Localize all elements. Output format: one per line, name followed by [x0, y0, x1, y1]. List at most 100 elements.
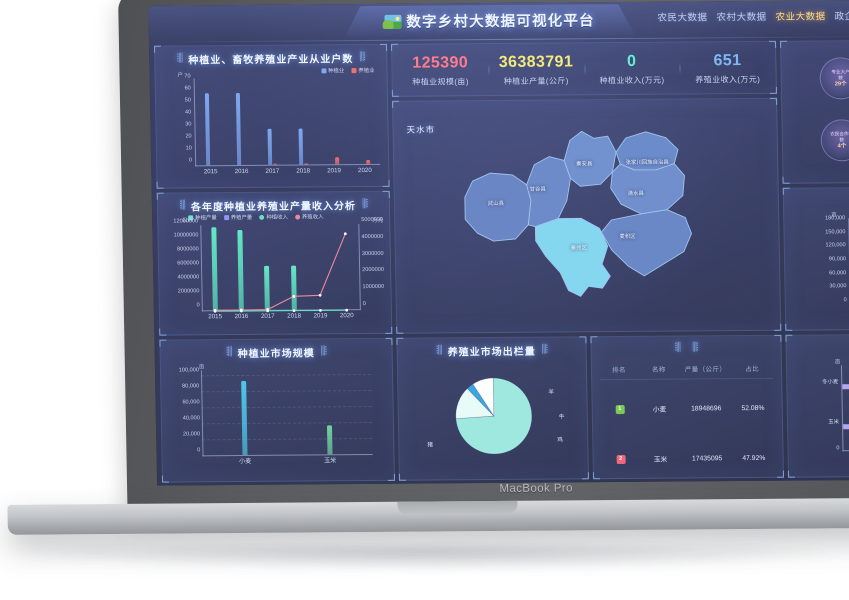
y-axis-tick: 12000000 [173, 218, 199, 225]
pie-slice-羊[interactable] [455, 388, 495, 420]
panel-livestock-pie: ⦙⫼ 养殖业市场出栏量 ⫼⦙ 猪 羊牛鸡 [396, 336, 590, 481]
kpi-breeding-income-label: 养殖业收入(万元) [695, 74, 761, 84]
map-label-qinan: 秦安县 [576, 161, 593, 168]
y-axis-line [200, 370, 204, 457]
y-axis-tick: 10 [185, 145, 192, 152]
hbar-冬小麦[interactable] [842, 384, 849, 390]
bar-养殖业-2020[interactable] [365, 160, 370, 165]
kpi-planting-scale-label: 种植业规模(亩) [412, 76, 469, 87]
bar-玉米[interactable] [326, 425, 333, 455]
x-axis-label: 2020 [357, 167, 372, 175]
pie-label-猪: 猪 [427, 442, 434, 449]
y2-axis-tick: 4000000 [361, 233, 384, 240]
title-deco-right-icon: ⫼⦙ [692, 341, 698, 354]
map-region-qinzhou [534, 217, 611, 297]
legend-item-planting-income: 种植收入 [259, 213, 288, 221]
dashboard-body: ⦙⫼ 种植业、畜牧养殖业产业从业户数 ⫼⦙ 种植业 养殖业 户 0 10 20 30 4… [149, 37, 849, 486]
entity-stat-cooperatives[interactable]: 农民合作社 数 4个 [782, 119, 849, 162]
panel-livestock-pie-title-text: 养殖业市场出栏量 [447, 346, 536, 359]
x-axis-line [202, 453, 373, 457]
legend-item-breeding: 养殖业 [351, 66, 375, 74]
pie-slice-鸡[interactable] [472, 377, 495, 418]
title-deco-left-icon: ⦙⫼ [176, 52, 183, 65]
kpi-planting-scale: 125390 种植业规模(亩) [392, 53, 488, 88]
bar-种植业-2017[interactable] [267, 128, 273, 165]
panel-planting-scale: ⦙⫼ 种植业市场规模 ⫼⦙ 亩 0 20,000 40,000 60,000 80,00… [159, 337, 396, 483]
rank-badge: 2 [616, 454, 626, 464]
bar-种植业-2018[interactable] [298, 128, 304, 165]
income-legend: 种植产量 养殖产量 种植收入 养殖收入 [188, 212, 324, 221]
bar-养殖业-2019[interactable] [334, 157, 339, 165]
y-axis-line [193, 78, 197, 167]
y-axis-tick: 4000000 [177, 274, 200, 281]
nav-item-agriculture-bigdata[interactable]: 农业大数据 [775, 11, 826, 23]
tianshui-map-svg[interactable] [393, 99, 782, 335]
y-axis-tick: 2000000 [177, 288, 200, 295]
y-axis-tick: 0 [188, 157, 193, 164]
bar-养殖业-2017[interactable] [273, 163, 278, 165]
bar-小麦[interactable] [241, 381, 248, 456]
map-label-gangu: 甘谷县 [529, 186, 546, 193]
entity-stat-major-households[interactable]: 专业大户 数 29个 [781, 57, 849, 100]
row-rank-cell: 2 [602, 454, 640, 464]
y2-axis-tick: 0 [362, 301, 366, 308]
x-axis-line [195, 163, 381, 167]
row-rank-cell: 1 [601, 404, 639, 414]
map-label-qingshui: 清水县 [627, 190, 644, 197]
employment-y-unit: 户 [177, 72, 184, 79]
pie-svg[interactable] [398, 357, 590, 478]
right-bottom-chart: 玉米 冬小麦 0 [793, 365, 849, 466]
bar-养殖业-2018[interactable] [304, 163, 309, 165]
grid-line [201, 405, 372, 409]
income-combo-chart: 0 2000000 4000000 6000000 8000000 10000000 120… [173, 217, 384, 323]
circle-stat-major-households[interactable]: 专业大户 数 29个 [819, 57, 849, 100]
panel-employment-title-text: 种植业、畜牧养殖业产业从业户数 [188, 54, 354, 67]
panel-planting-scale-title: ⦙⫼ 种植业市场规模 ⫼⦙ [160, 344, 391, 361]
kpi-planting-income-value: 0 [626, 52, 637, 70]
hbar-玉米[interactable] [843, 424, 849, 430]
panel-employment: ⦙⫼ 种植业、畜牧养殖业产业从业户数 ⫼⦙ 种植业 养殖业 户 0 10 20 30 4… [153, 43, 390, 189]
kpi-strip: 125390 种植业规模(亩) 36383791 种植业产量(公斤) 0 种植业… [390, 40, 777, 97]
title-deco-right-icon: ⫼⦙ [359, 51, 365, 64]
nav-item-government-entity[interactable]: 政企主体 [834, 11, 849, 23]
bar-种植业-2016[interactable] [236, 93, 242, 166]
macbook-model-text: MacBook Pro [499, 482, 574, 495]
bar-种植业-2015[interactable] [205, 93, 211, 166]
pie-slice-猪[interactable] [455, 377, 533, 455]
panel-livestock-pie-title: ⦙⫼ 养殖业市场出栏量 ⫼⦙ [397, 342, 585, 359]
x-axis-label: 2015 [203, 168, 218, 176]
circle-stat-cooperatives[interactable]: 农民合作社 数 4个 [820, 119, 849, 162]
x-axis-label: 2016 [234, 167, 249, 176]
livestock-pie-chart: 猪 羊牛鸡 [398, 357, 590, 478]
y-axis-tick: 8000000 [176, 246, 199, 253]
title-deco-right-icon: ⫼⦙ [320, 345, 327, 358]
kpi-breeding-income-value: 651 [713, 51, 742, 69]
kpi-planting-scale-value: 125390 [412, 53, 469, 72]
row-name-cell: 玉米 [653, 456, 668, 464]
row-pct-cell: 47.92% [742, 454, 766, 462]
stat-value: 4个 [837, 142, 847, 149]
kpi-planting-output-label: 种植业产量(公斤) [503, 75, 569, 86]
nav-item-village-bigdata[interactable]: 农村大数据 [716, 11, 767, 24]
map-label-zhangjiachuan: 张家川回族自治县 [625, 159, 669, 167]
table-row[interactable]: 2 玉米 17435095 47.92% [601, 441, 775, 476]
map-region-qingshui [610, 163, 685, 215]
title-deco-left-icon: ⦙⫼ [435, 344, 442, 357]
header-title-plate: 数字乡村大数据可视化平台 [344, 4, 635, 37]
table-row[interactable]: 1 小麦 18948696 52.08% [600, 391, 774, 426]
y-axis-tick: 40,000 [182, 415, 200, 422]
map-region-gangu [526, 156, 571, 228]
y-axis-tick: 20,000 [182, 431, 201, 438]
kpi-planting-income-label: 种植业收入(万元) [599, 75, 665, 85]
ranking-table-header: 排名 名称 产量（公斤） 占比 [599, 359, 774, 381]
col-pct: 占比 [745, 365, 760, 374]
pie-slice-牛[interactable] [466, 383, 495, 417]
laptop-base-notch [397, 500, 518, 515]
nav-item-farmer-bigdata[interactable]: 农民大数据 [657, 12, 708, 24]
panel-ranking-title: ⦙⫼ ⫼⦙ [591, 341, 780, 355]
map-label-maiji: 麦积区 [619, 233, 636, 241]
panel-income-title-text: 各年度种植业养殖业产量收入分析 [190, 201, 357, 214]
y-axis-tick: 40 [184, 109, 192, 116]
panel-income-title: ⦙⫼ 各年度种植业养殖业产量收入分析 ⫼⦙ [158, 197, 389, 214]
